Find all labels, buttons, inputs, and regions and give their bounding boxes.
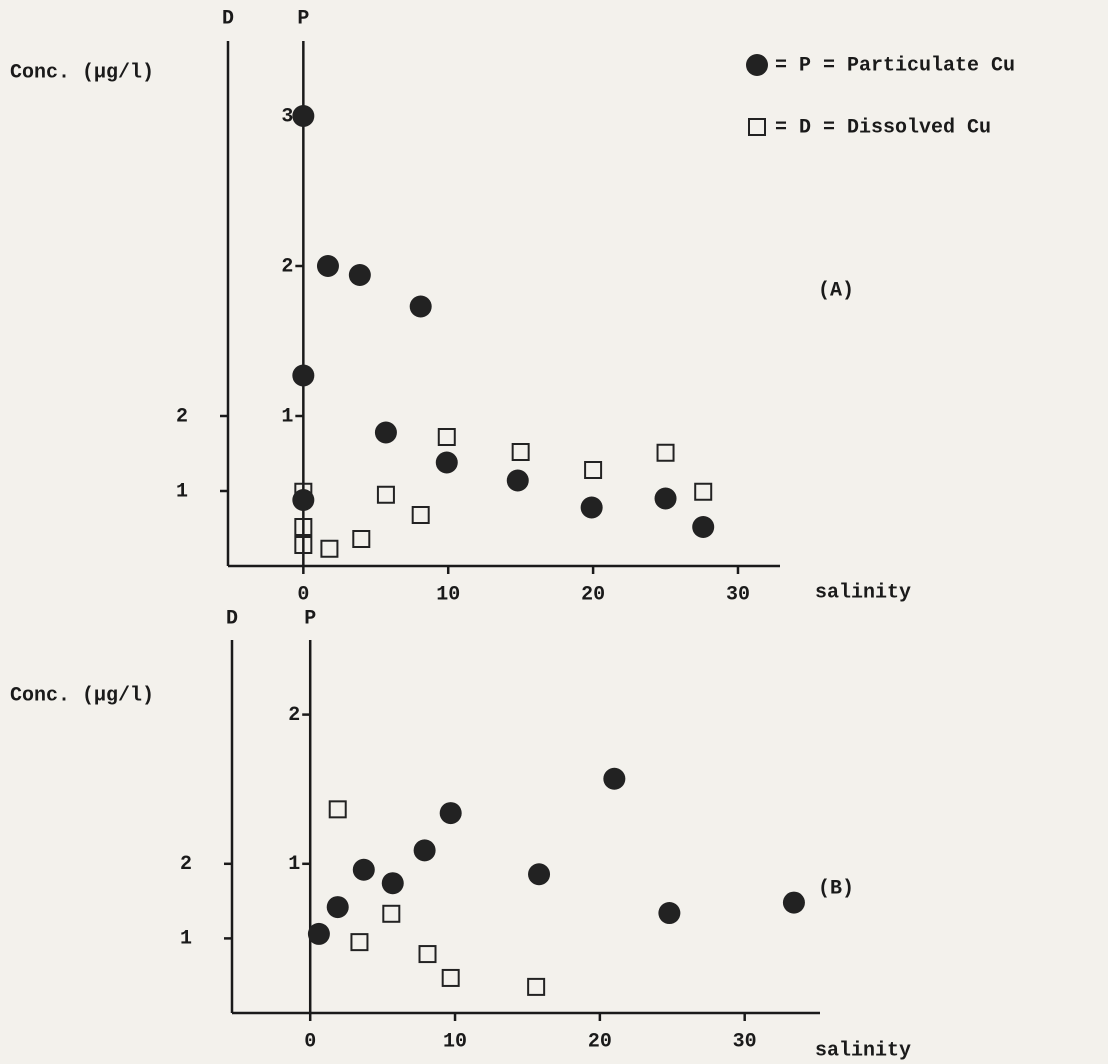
y-tick-label: 1: [281, 405, 293, 428]
point: [413, 507, 429, 523]
point: [603, 768, 625, 790]
x-tick-label: 30: [733, 1030, 757, 1053]
legend-marker: [749, 119, 765, 135]
x-tick-label: 30: [726, 583, 750, 606]
point: [513, 444, 529, 460]
point: [383, 906, 399, 922]
point: [321, 541, 337, 557]
point: [692, 516, 714, 538]
x-tick-label: 10: [443, 1030, 467, 1053]
x-tick-label: 10: [436, 583, 460, 606]
y-axis-label: P: [297, 7, 309, 30]
point: [353, 859, 375, 881]
legend-label: = P = Particulate Cu: [775, 54, 1015, 77]
y2-tick-label: 2: [180, 853, 192, 876]
panel-label: (A): [818, 279, 854, 302]
point: [410, 296, 432, 318]
legend-label: = D = Dissolved Cu: [775, 116, 991, 139]
point: [439, 429, 455, 445]
page: DPConc. (µg/l)salinity(A)010203012312= P…: [0, 0, 1108, 1064]
x-axis-label: salinity: [815, 1039, 911, 1062]
x-tick-label: 0: [304, 1030, 316, 1053]
point: [378, 487, 394, 503]
y-tick-label: 2: [288, 704, 300, 727]
y-tick-label: 3: [281, 105, 293, 128]
point: [353, 531, 369, 547]
point: [327, 896, 349, 918]
point: [317, 255, 339, 277]
panel-label: (B): [818, 877, 854, 900]
x-tick-label: 20: [581, 583, 605, 606]
point: [440, 802, 462, 824]
point: [528, 863, 550, 885]
y2-axis-label: D: [222, 7, 234, 30]
y2-tick-label: 1: [180, 928, 192, 951]
point: [783, 892, 805, 914]
y-axis-label: P: [304, 607, 316, 630]
y-title: Conc. (µg/l): [10, 684, 154, 707]
point: [330, 801, 346, 817]
x-axis-label: salinity: [815, 581, 911, 604]
y2-tick-label: 2: [176, 405, 188, 428]
point: [292, 105, 314, 127]
point: [382, 872, 404, 894]
point: [581, 497, 603, 519]
point: [443, 970, 459, 986]
point: [349, 264, 371, 286]
point: [585, 462, 601, 478]
point: [375, 422, 397, 444]
y-tick-label: 1: [288, 853, 300, 876]
point: [528, 979, 544, 995]
point: [655, 488, 677, 510]
point: [308, 923, 330, 945]
point: [420, 946, 436, 962]
y-tick-label: 2: [281, 255, 293, 278]
legend-marker: [746, 54, 768, 76]
y2-axis-label: D: [226, 607, 238, 630]
y2-tick-label: 1: [176, 480, 188, 503]
point: [351, 934, 367, 950]
point: [695, 484, 711, 500]
point: [658, 445, 674, 461]
point: [436, 452, 458, 474]
point: [292, 365, 314, 387]
x-tick-label: 0: [297, 583, 309, 606]
x-tick-label: 20: [588, 1030, 612, 1053]
point: [658, 902, 680, 924]
point: [507, 470, 529, 492]
y-title: Conc. (µg/l): [10, 61, 154, 84]
point: [414, 839, 436, 861]
